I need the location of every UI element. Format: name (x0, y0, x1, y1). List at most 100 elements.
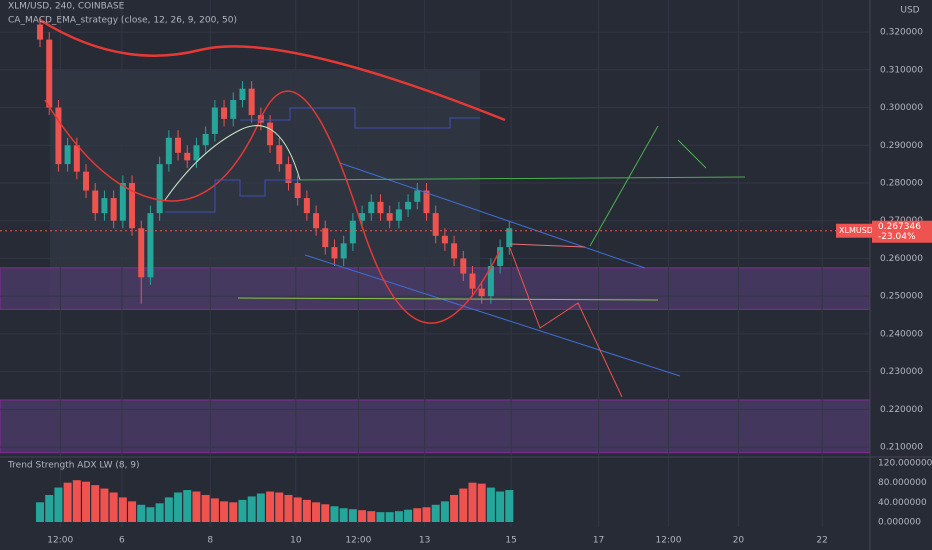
indicator-bar (128, 501, 137, 522)
candle-body (506, 228, 513, 248)
indicator-bar (385, 512, 394, 522)
indicator-bar (109, 492, 118, 522)
candle-body (294, 182, 301, 199)
candle-body (64, 145, 71, 165)
candle-body (248, 88, 255, 116)
indicator-bar (201, 494, 210, 522)
candle-body (340, 243, 347, 259)
indicator-bar (220, 501, 229, 522)
indicator-bar (468, 482, 477, 522)
candle-body (331, 247, 338, 259)
indicator-bar (440, 501, 449, 522)
indicator-bar (266, 491, 275, 522)
x-tick-label: 15 (505, 536, 516, 546)
drawings (39, 18, 746, 398)
indicator-bar (496, 491, 505, 522)
candle-body (359, 213, 366, 221)
candle-body (138, 228, 145, 278)
x-tick-label: 22 (816, 536, 827, 546)
candle-body (303, 198, 310, 214)
candle-body (193, 145, 200, 161)
zone (0, 267, 871, 310)
indicator-bar (505, 490, 514, 522)
y-tick-label: 0.290000 (880, 141, 923, 151)
indicator-bar (164, 497, 173, 522)
indicator-bar (229, 502, 238, 522)
candle-body (119, 182, 126, 221)
indicator-bar (413, 508, 422, 522)
indicator-bar (312, 502, 321, 522)
indicator-bar (118, 497, 127, 522)
candle-body (73, 145, 80, 172)
price-label: 0.267346 (878, 222, 921, 232)
candle-body (487, 265, 494, 297)
indicator-bar (183, 490, 192, 522)
candle-body (184, 152, 191, 161)
candle-body (276, 145, 283, 165)
indicator-bar (137, 504, 146, 522)
candle-body (46, 39, 53, 108)
candle-body (101, 198, 108, 214)
indicator-bar (486, 487, 495, 522)
candle-body (202, 133, 209, 146)
candle-body (156, 164, 163, 214)
candle-body (83, 171, 90, 191)
candle-body (267, 122, 274, 146)
candle-body (239, 88, 246, 100)
indicator-bar (82, 481, 91, 522)
candle-body (55, 107, 62, 165)
indicator-bar (367, 511, 376, 522)
indicator-bar (192, 491, 201, 522)
candle-body (92, 190, 99, 214)
candle-body (497, 247, 504, 266)
indicator-bar (321, 504, 330, 522)
indicator-bar (54, 487, 63, 522)
y-tick-label: 0.250000 (880, 292, 923, 302)
indicator-tick-label: 40.000000 (878, 498, 927, 508)
candle-body (175, 137, 182, 153)
candle-body (451, 243, 458, 259)
indicator-bar (450, 494, 459, 522)
indicator-bar (247, 496, 256, 522)
symbol-label: XLMUSD (839, 226, 873, 235)
candle-body (230, 99, 237, 119)
indicator-bar (91, 485, 100, 522)
candle-body (414, 190, 421, 202)
price-tag (872, 220, 932, 243)
indicator-bar (302, 499, 311, 522)
chart-subtitle: CA_MACD_EMA_strategy (close, 12, 26, 9, … (8, 16, 237, 26)
candle-body (110, 198, 117, 221)
x-tick-label: 12:00 (47, 536, 73, 546)
candle-body (395, 209, 402, 221)
y-tick-label: 0.230000 (880, 367, 923, 377)
candle-body (478, 288, 485, 297)
x-tick-label: 13 (419, 536, 430, 546)
x-tick-label: 10 (290, 536, 302, 546)
x-tick-label: 12:00 (345, 536, 371, 546)
x-tick-label: 17 (593, 536, 604, 546)
currency: USD (900, 6, 919, 16)
candle-body (423, 190, 430, 214)
indicator-bar (293, 497, 302, 522)
candle-body (460, 258, 467, 274)
indicator-bar (155, 503, 164, 522)
y-tick-label: 0.220000 (880, 405, 923, 415)
indicator-bar (404, 509, 413, 522)
x-tick-label: 12:00 (656, 536, 682, 546)
candle-body (386, 213, 393, 221)
y-tick-label: 0.280000 (880, 178, 923, 188)
y-tick-label: 0.320000 (880, 28, 923, 38)
candle-body (313, 213, 320, 229)
chart-title: XLM/USD, 240, COINBASE (8, 2, 125, 12)
indicator-bar (275, 492, 284, 522)
candle-body (221, 107, 228, 119)
candle-body (405, 201, 412, 210)
y-tick-label: 0.210000 (880, 443, 923, 453)
indicator-bar (256, 493, 265, 522)
y-tick-label: 0.300000 (880, 103, 923, 113)
indicator-tick-label: 80.000000 (878, 478, 927, 488)
indicator-bar (431, 504, 440, 522)
change-label: -23.04% (878, 232, 916, 242)
indicator-bar (477, 483, 486, 522)
